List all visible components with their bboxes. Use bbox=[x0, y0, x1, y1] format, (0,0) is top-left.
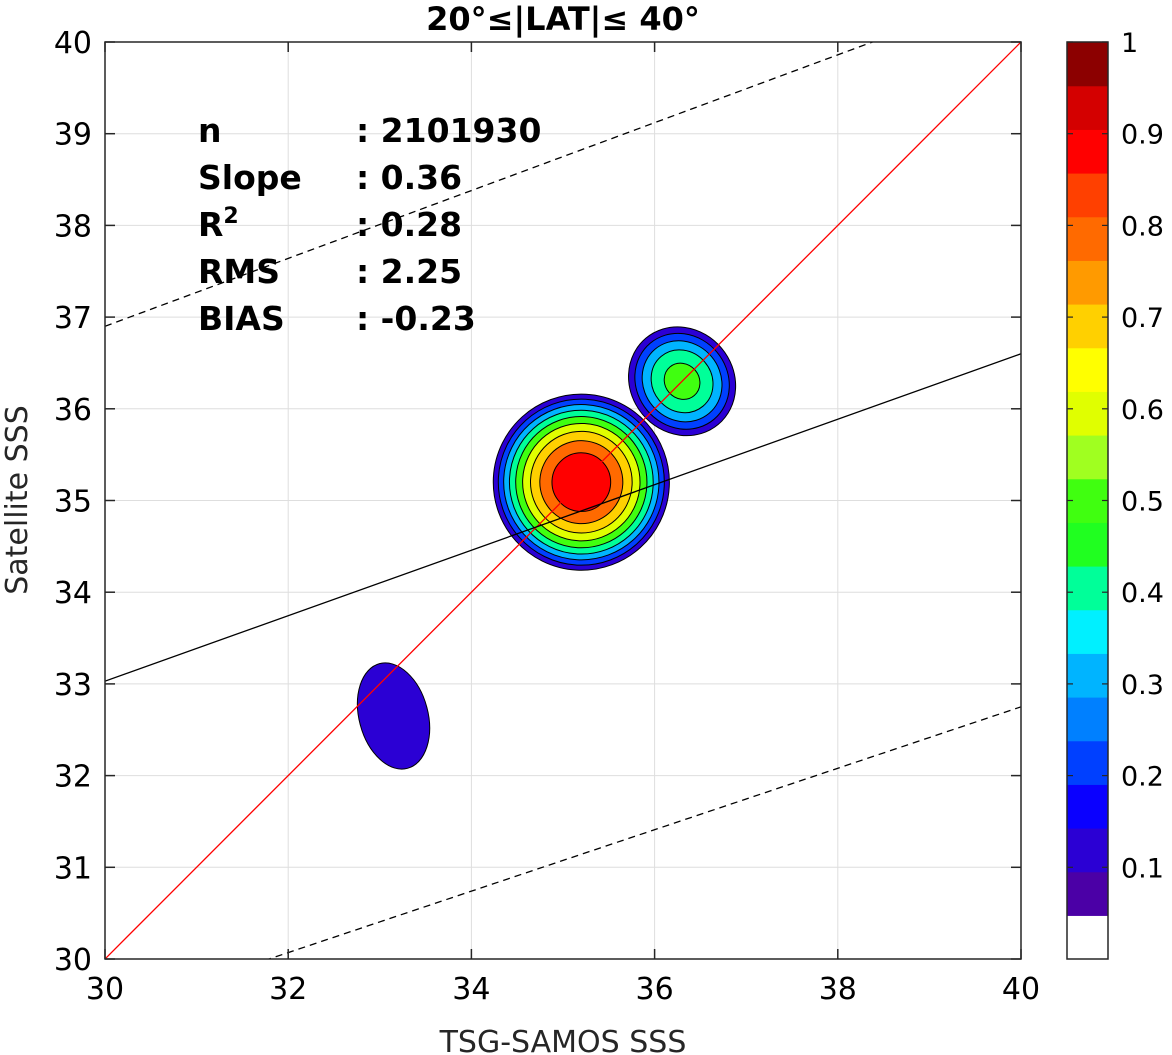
stat-label: Slope bbox=[198, 158, 302, 197]
stat-value: : 2101930 bbox=[356, 111, 541, 150]
stat-label: RMS bbox=[198, 252, 280, 291]
colorbar: 0.1 0.2 0.3 0.4 0.5 0.6 0.7 0.8 0.9 1 bbox=[1066, 28, 1164, 960]
plot-area bbox=[105, 42, 1021, 959]
stat-label: BIAS bbox=[198, 299, 285, 338]
x-tick-label: 38 bbox=[819, 972, 857, 1007]
density-contour bbox=[356, 662, 431, 770]
colorbar-segment bbox=[1067, 740, 1108, 785]
y-tick-label: 39 bbox=[54, 118, 92, 153]
y-tick-label: 31 bbox=[54, 851, 92, 886]
colorbar-segment bbox=[1067, 129, 1108, 174]
y-tick-label: 37 bbox=[54, 301, 92, 336]
stat-label: n bbox=[198, 111, 222, 150]
y-tick-label: 30 bbox=[54, 943, 92, 978]
y-tick-label: 33 bbox=[54, 668, 92, 703]
colorbar-segment bbox=[1067, 522, 1108, 567]
y-tick-label: 34 bbox=[54, 576, 92, 611]
colorbar-segment bbox=[1067, 653, 1108, 698]
colorbar-tick-label: 0.6 bbox=[1121, 395, 1164, 426]
colorbar-segment bbox=[1067, 697, 1108, 742]
one-to-one-line bbox=[105, 42, 1021, 959]
y-tick-label: 32 bbox=[54, 760, 92, 795]
colorbar-segment bbox=[1067, 784, 1108, 829]
x-tick-label: 32 bbox=[269, 972, 307, 1007]
colorbar-segment bbox=[1067, 478, 1108, 523]
x-tick-label: 34 bbox=[452, 972, 490, 1007]
colorbar-segment bbox=[1067, 216, 1108, 261]
colorbar-segment bbox=[1067, 260, 1108, 305]
colorbar-segment bbox=[1067, 566, 1108, 611]
colorbar-segment bbox=[1067, 85, 1108, 130]
colorbar-tick-label: 0.8 bbox=[1121, 211, 1164, 242]
colorbar-segment bbox=[1067, 828, 1108, 873]
colorbar-segment bbox=[1067, 871, 1108, 916]
statistics-box: n : 2101930 Slope : 0.36 R2 : 0.28 RMS : 2.25 BI… bbox=[198, 111, 541, 338]
x-tick-label: 36 bbox=[636, 972, 674, 1007]
y-tick-label: 36 bbox=[54, 393, 92, 428]
colorbar-segment bbox=[1067, 42, 1108, 87]
chart-title: 20°≤|LAT|≤ 40° bbox=[426, 0, 700, 39]
y-axis-label: Satellite SSS bbox=[0, 405, 35, 595]
stat-value: : 0.36 bbox=[356, 158, 462, 197]
regression-fit-line bbox=[105, 353, 1021, 682]
reference-lines bbox=[105, 42, 1021, 959]
y-tick-label: 38 bbox=[54, 209, 92, 244]
colorbar-segment bbox=[1067, 609, 1108, 654]
density-contours bbox=[356, 326, 737, 770]
y-tick-label: 40 bbox=[54, 26, 92, 61]
x-tick-label: 40 bbox=[1002, 972, 1040, 1007]
stat-label: R2 bbox=[198, 204, 239, 244]
colorbar-tick-label: 0.9 bbox=[1121, 120, 1164, 151]
y-tick-label: 35 bbox=[54, 485, 92, 520]
axis-ticks: 30 32 34 36 38 40 30 31 32 33 34 35 36 37 38 39 40 bbox=[54, 26, 1040, 1007]
stat-value: : -0.23 bbox=[356, 299, 476, 338]
colorbar-segment bbox=[1067, 915, 1108, 960]
colorbar-segment bbox=[1067, 435, 1108, 480]
stat-value: : 2.25 bbox=[356, 252, 462, 291]
upper-bound-line bbox=[105, 42, 875, 327]
colorbar-segment bbox=[1067, 304, 1108, 349]
colorbar-tick-label: 0.5 bbox=[1121, 487, 1164, 518]
x-tick-label: 30 bbox=[86, 972, 124, 1007]
lower-bound-line bbox=[267, 706, 1021, 959]
colorbar-tick-label: 0.7 bbox=[1121, 303, 1164, 334]
colorbar-tick-label: 0.2 bbox=[1121, 762, 1164, 793]
stat-value: : 0.28 bbox=[356, 205, 462, 244]
colorbar-tick-label: 0.1 bbox=[1121, 853, 1164, 884]
colorbar-segment bbox=[1067, 347, 1108, 392]
colorbar-tick-label: 1 bbox=[1121, 28, 1138, 59]
colorbar-tick-label: 0.4 bbox=[1121, 578, 1164, 609]
colorbar-segment bbox=[1067, 391, 1108, 436]
colorbar-segment bbox=[1067, 173, 1108, 218]
colorbar-tick-label: 0.3 bbox=[1121, 670, 1164, 701]
x-axis-label: TSG-SAMOS SSS bbox=[439, 1025, 687, 1055]
